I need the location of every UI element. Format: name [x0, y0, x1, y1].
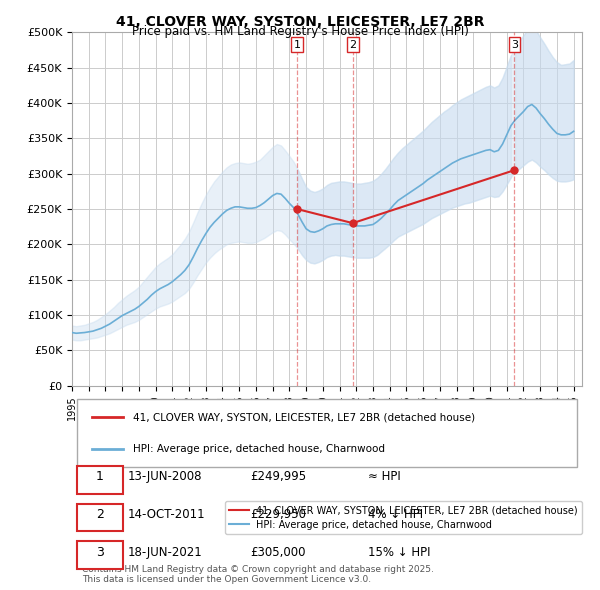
Text: 4% ↓ HPI: 4% ↓ HPI: [368, 508, 423, 521]
Text: 3: 3: [511, 40, 518, 50]
Text: £305,000: £305,000: [251, 546, 306, 559]
Legend: 41, CLOVER WAY, SYSTON, LEICESTER, LE7 2BR (detached house), HPI: Average price,: 41, CLOVER WAY, SYSTON, LEICESTER, LE7 2…: [226, 501, 582, 534]
Text: £249,995: £249,995: [251, 470, 307, 483]
FancyBboxPatch shape: [77, 399, 577, 467]
Text: 2: 2: [96, 508, 104, 521]
Text: £229,950: £229,950: [251, 508, 307, 521]
Text: ≈ HPI: ≈ HPI: [368, 470, 401, 483]
Text: 1: 1: [293, 40, 301, 50]
Text: 13-JUN-2008: 13-JUN-2008: [128, 470, 203, 483]
Text: 2: 2: [349, 40, 356, 50]
FancyBboxPatch shape: [77, 542, 123, 569]
Text: 14-OCT-2011: 14-OCT-2011: [128, 508, 206, 521]
FancyBboxPatch shape: [77, 504, 123, 532]
Text: 41, CLOVER WAY, SYSTON, LEICESTER, LE7 2BR (detached house): 41, CLOVER WAY, SYSTON, LEICESTER, LE7 2…: [133, 412, 475, 422]
Text: 3: 3: [96, 546, 104, 559]
Text: 1: 1: [96, 470, 104, 483]
Text: Price paid vs. HM Land Registry's House Price Index (HPI): Price paid vs. HM Land Registry's House …: [131, 25, 469, 38]
FancyBboxPatch shape: [77, 466, 123, 494]
Text: 15% ↓ HPI: 15% ↓ HPI: [368, 546, 430, 559]
Text: 18-JUN-2021: 18-JUN-2021: [128, 546, 203, 559]
Text: HPI: Average price, detached house, Charnwood: HPI: Average price, detached house, Char…: [133, 444, 385, 454]
Text: Contains HM Land Registry data © Crown copyright and database right 2025.
This d: Contains HM Land Registry data © Crown c…: [82, 565, 434, 584]
Text: 41, CLOVER WAY, SYSTON, LEICESTER, LE7 2BR: 41, CLOVER WAY, SYSTON, LEICESTER, LE7 2…: [116, 15, 484, 29]
